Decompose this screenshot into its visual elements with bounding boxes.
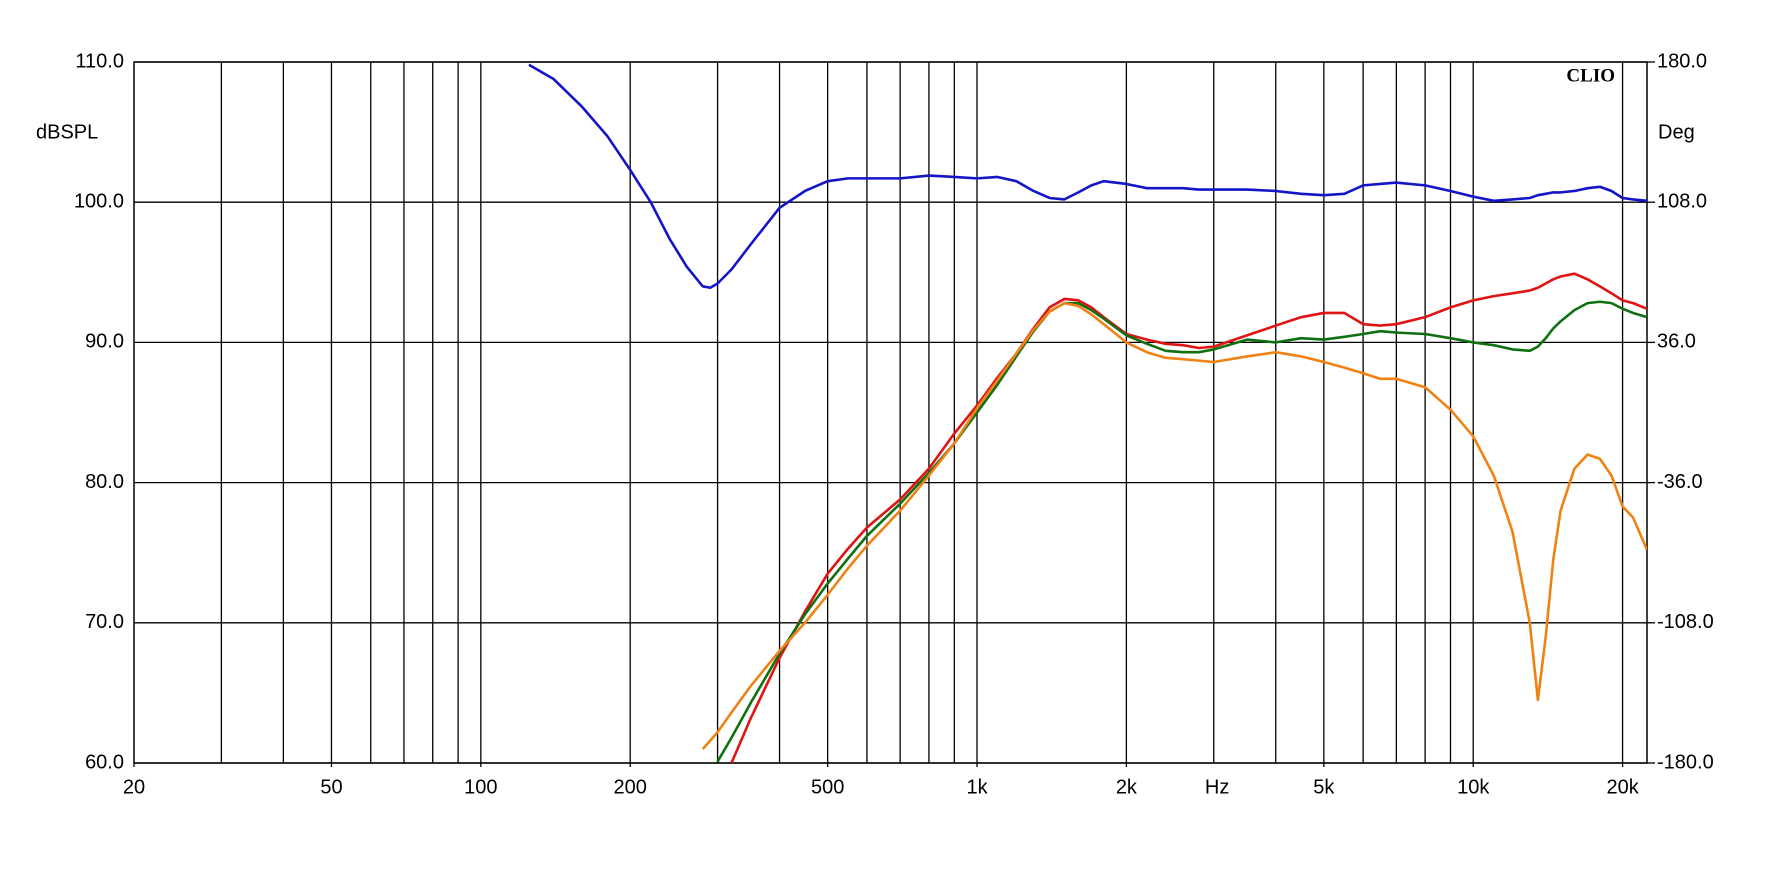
x-tick-label: 500 xyxy=(811,776,844,798)
x-tick-label: 20 xyxy=(123,776,145,798)
y2-axis-label: Deg xyxy=(1658,121,1695,143)
watermark: CLIO xyxy=(1566,65,1615,86)
x-tick-label: 20k xyxy=(1606,776,1639,798)
y2-tick-label: 180.0 xyxy=(1657,50,1707,72)
y-tick-label: 100.0 xyxy=(74,190,124,212)
data-line xyxy=(701,301,1647,750)
data-line xyxy=(528,63,1647,290)
y-axis-label: dBSPL xyxy=(36,121,98,143)
y-tick-label: 60.0 xyxy=(85,751,124,773)
y-tick-label: 110.0 xyxy=(75,50,124,72)
x-tick-label: 10k xyxy=(1457,776,1490,798)
x-tick-label: 2k xyxy=(1116,776,1138,798)
x-tick-label: 5k xyxy=(1313,776,1335,798)
y-tick-label: 70.0 xyxy=(85,611,124,633)
y2-tick-label: 36.0 xyxy=(1657,331,1696,353)
data-line xyxy=(730,272,1647,763)
y-tick-label: 90.0 xyxy=(85,331,124,353)
x-tick-label: 200 xyxy=(614,776,647,798)
plot-frame xyxy=(133,61,1648,764)
plot-area xyxy=(528,63,1647,763)
y2-tick-label: -180.0 xyxy=(1657,751,1714,773)
x-axis-label: Hz xyxy=(1205,776,1229,798)
y-tick-label: 80.0 xyxy=(85,471,124,493)
x-tick-label: 100 xyxy=(464,776,497,798)
data-line xyxy=(716,300,1647,763)
y2-tick-label: 108.0 xyxy=(1657,190,1707,212)
y2-tick-label: -36.0 xyxy=(1657,471,1703,493)
x-tick-label: 1k xyxy=(966,776,988,798)
x-tick-label: 50 xyxy=(320,776,342,798)
y2-tick-label: -108.0 xyxy=(1657,611,1714,633)
